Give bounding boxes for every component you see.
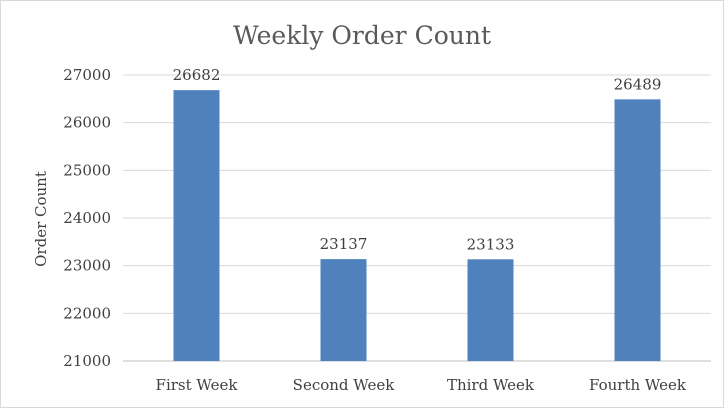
bar — [320, 259, 367, 361]
bar-data-label: 23133 — [467, 235, 515, 253]
y-tick-label: 23000 — [63, 257, 111, 275]
bar-data-label: 26489 — [614, 75, 662, 93]
bars — [173, 90, 661, 362]
y-axis-label: Order Count — [32, 171, 50, 267]
bar-data-label: 23137 — [320, 235, 368, 253]
y-tick-label: 24000 — [63, 209, 111, 227]
y-tick-label: 26000 — [63, 114, 111, 132]
x-axis-ticks: First Week Second Week Third Week Fourth We… — [156, 376, 687, 394]
x-tick-label: Third Week — [447, 376, 535, 394]
bar — [614, 99, 661, 361]
bar-data-label: 26682 — [173, 66, 221, 84]
y-tick-label: 27000 — [63, 66, 111, 84]
y-tick-label: 21000 — [63, 352, 111, 370]
y-tick-label: 25000 — [63, 161, 111, 179]
x-tick-label: Second Week — [293, 376, 396, 394]
gridlines — [123, 74, 711, 362]
y-axis-ticks: 21000 22000 23000 24000 25000 26000 27000 — [63, 66, 111, 370]
x-tick-label: First Week — [156, 376, 239, 394]
bar — [467, 259, 514, 361]
data-labels: 26682 23137 23133 26489 — [173, 66, 662, 253]
x-tick-label: Fourth Week — [589, 376, 687, 394]
chart-title: Weekly Order Count — [233, 21, 491, 50]
bar — [173, 90, 220, 362]
y-tick-label: 22000 — [63, 304, 111, 322]
